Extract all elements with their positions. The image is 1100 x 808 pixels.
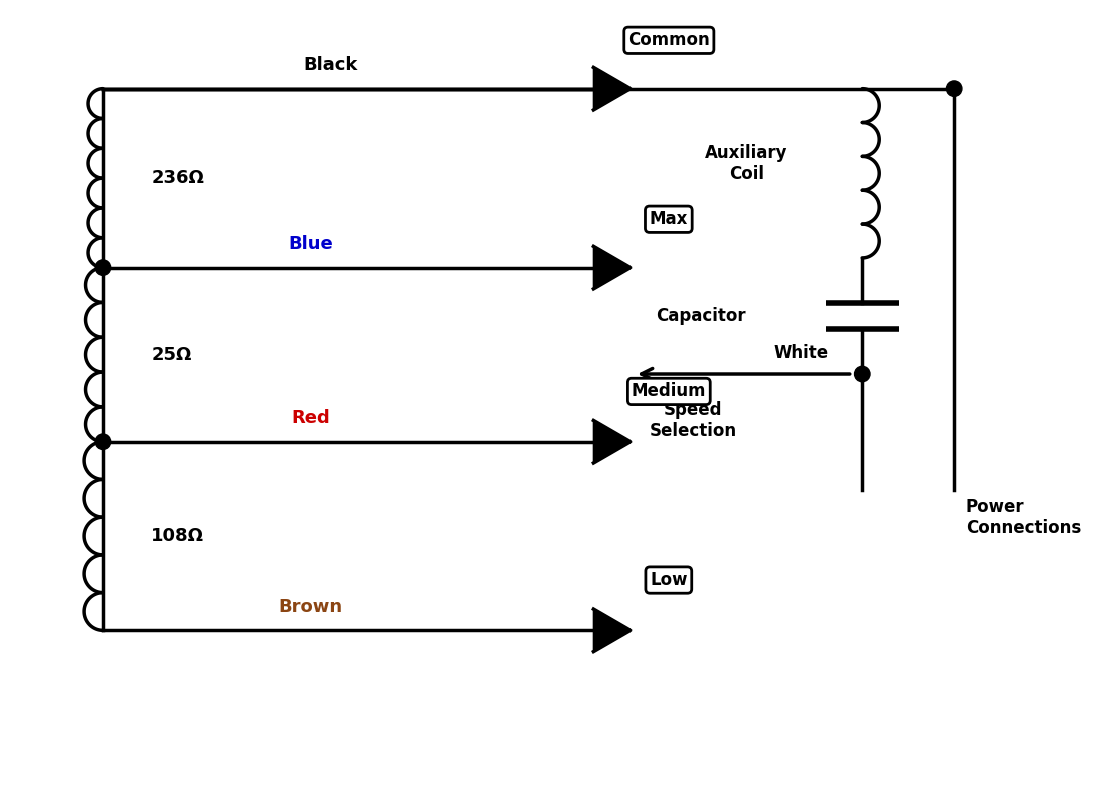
Text: 236Ω: 236Ω: [152, 169, 205, 187]
Circle shape: [96, 434, 111, 449]
Polygon shape: [593, 67, 630, 110]
Text: Common: Common: [628, 32, 710, 49]
Text: Black: Black: [304, 56, 358, 74]
Text: Capacitor: Capacitor: [657, 307, 746, 325]
Text: Power
Connections: Power Connections: [966, 498, 1081, 537]
Text: Medium: Medium: [631, 382, 706, 401]
Polygon shape: [593, 420, 630, 463]
Text: 108Ω: 108Ω: [152, 527, 205, 545]
Text: Auxiliary
Coil: Auxiliary Coil: [705, 144, 788, 183]
Text: Speed
Selection: Speed Selection: [649, 401, 737, 440]
Text: Blue: Blue: [288, 235, 333, 253]
Text: White: White: [773, 343, 828, 362]
Text: Max: Max: [650, 210, 688, 228]
Text: Brown: Brown: [279, 598, 343, 616]
Circle shape: [96, 260, 111, 276]
Circle shape: [946, 81, 961, 96]
Text: Low: Low: [650, 571, 688, 589]
Polygon shape: [593, 246, 630, 289]
Text: Red: Red: [292, 409, 330, 427]
Polygon shape: [593, 609, 630, 651]
Text: 25Ω: 25Ω: [152, 346, 191, 364]
Circle shape: [855, 366, 870, 381]
